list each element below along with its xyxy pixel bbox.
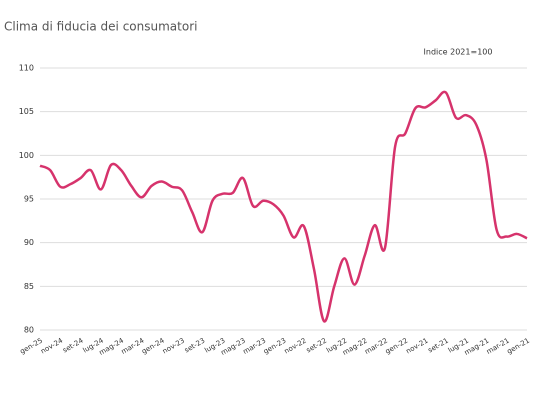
x-tick-label: nov-22 [283, 337, 308, 356]
x-tick-label: nov-21 [405, 337, 430, 356]
x-tick-label: gen-22 [384, 337, 409, 356]
x-tick-label: gen-23 [262, 337, 287, 356]
x-tick-label: set-22 [305, 337, 328, 355]
chart-title: Clima di fiducia dei consumatori [4, 20, 197, 34]
x-tick-label: gen-25 [19, 337, 44, 356]
x-tick-label: nov-23 [161, 337, 186, 356]
x-tick-label: nov-24 [39, 336, 64, 355]
x-tick-label: mar-23 [242, 337, 268, 356]
line [39, 90, 528, 323]
x-tick-label: set-24 [61, 336, 85, 354]
y-tick-label: 100 [19, 151, 34, 160]
x-tick-label: mar-22 [363, 337, 389, 356]
x-tick-label: gen-21 [506, 337, 531, 356]
x-tick-label: set-21 [427, 337, 450, 355]
x-tick-label: set-23 [183, 337, 206, 355]
x-tick-label: gen-24 [140, 336, 166, 356]
y-tick-label: 85 [24, 282, 34, 291]
annotation: Indice 2021=100 [424, 48, 493, 57]
y-tick-label: 80 [24, 326, 34, 335]
y-tick-label: 90 [24, 238, 34, 247]
y-tick-label: 110 [19, 64, 34, 73]
y-tick-label: 105 [19, 107, 34, 116]
y-tick-label: 95 [24, 195, 34, 204]
x-tick-label: mar-21 [485, 337, 511, 356]
